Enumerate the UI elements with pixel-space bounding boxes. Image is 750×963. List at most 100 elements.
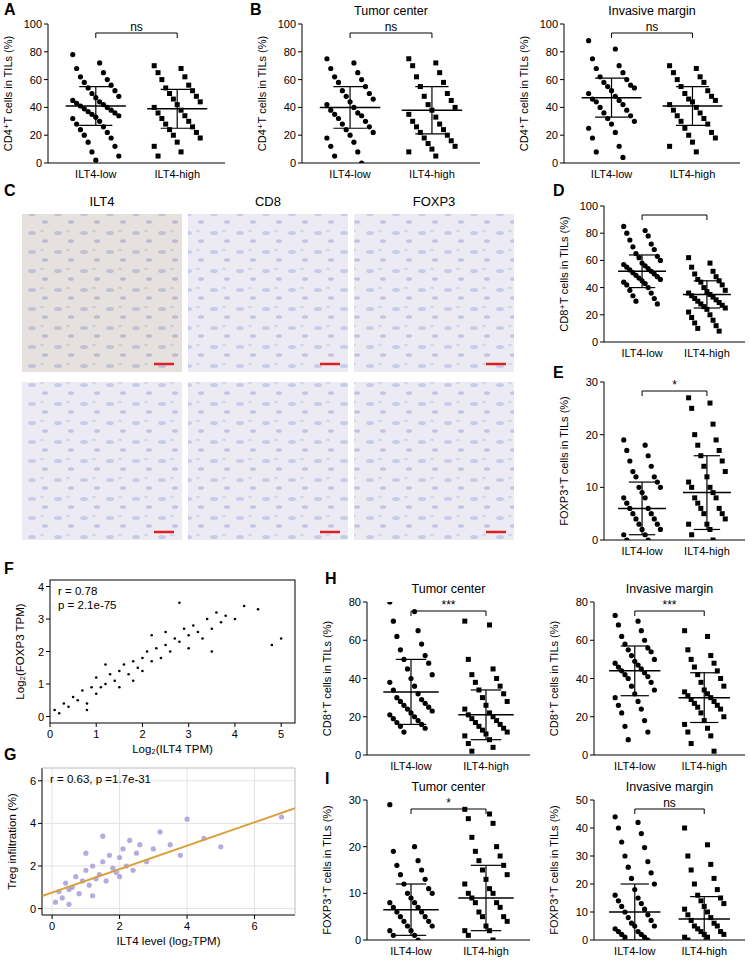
point xyxy=(629,653,634,658)
marks xyxy=(320,56,462,163)
fit-line xyxy=(42,808,295,896)
point xyxy=(105,130,110,135)
point xyxy=(675,113,680,118)
scatter-plot: 02460246r = 0.63, p =1.7e-31ILT4 level (… xyxy=(6,768,295,947)
point xyxy=(363,119,368,124)
y-axis xyxy=(302,24,303,163)
point xyxy=(505,730,510,735)
point xyxy=(636,485,641,490)
point xyxy=(721,684,726,689)
point xyxy=(590,56,595,61)
point xyxy=(692,320,697,325)
point xyxy=(613,814,618,819)
x-tick-label: 2 xyxy=(139,728,145,740)
x-tick xyxy=(96,723,97,727)
point xyxy=(629,684,634,689)
y-axis xyxy=(564,24,565,163)
sd-cap xyxy=(621,883,649,884)
panel-label: H xyxy=(325,570,337,587)
x-tick xyxy=(254,915,255,919)
point xyxy=(112,144,117,149)
image-title: CD8 xyxy=(255,194,281,209)
point xyxy=(164,644,167,647)
sd-bar xyxy=(410,659,411,724)
y-tick xyxy=(46,619,50,620)
point xyxy=(355,149,360,154)
point xyxy=(95,676,98,679)
point xyxy=(627,237,632,242)
point xyxy=(642,845,647,850)
point xyxy=(686,522,691,527)
y-tick xyxy=(600,260,604,261)
point xyxy=(655,479,660,484)
point xyxy=(709,130,714,135)
point xyxy=(53,900,58,905)
point xyxy=(186,119,191,124)
point xyxy=(401,703,406,708)
point xyxy=(83,851,88,856)
point xyxy=(705,842,710,847)
sd-bar xyxy=(704,673,705,723)
point xyxy=(692,495,697,500)
point xyxy=(53,709,56,712)
marks xyxy=(383,802,513,940)
point xyxy=(498,684,503,689)
y-grid xyxy=(42,866,295,867)
point xyxy=(711,318,716,323)
point xyxy=(187,634,190,637)
point xyxy=(609,121,614,126)
ihc-image xyxy=(354,214,514,372)
x-tick xyxy=(50,723,51,727)
point xyxy=(405,891,410,896)
point xyxy=(90,686,93,689)
sd-cap xyxy=(629,481,655,482)
y-tick xyxy=(560,107,564,108)
point xyxy=(192,624,195,627)
x-tick xyxy=(281,723,282,727)
point xyxy=(667,63,672,68)
y-tick-label: 50 xyxy=(576,794,588,806)
point xyxy=(159,77,164,82)
point xyxy=(621,532,626,537)
x-tick-label: 6 xyxy=(251,920,257,932)
point xyxy=(649,680,654,685)
point xyxy=(78,127,83,132)
point xyxy=(620,70,625,75)
y-tick xyxy=(44,24,48,25)
range-right xyxy=(295,768,296,915)
sd-cap xyxy=(629,287,655,288)
point xyxy=(633,474,638,479)
point xyxy=(412,684,417,689)
point xyxy=(90,893,95,898)
point xyxy=(83,868,88,873)
point xyxy=(328,66,333,71)
y-tick-label: 80 xyxy=(576,596,588,608)
point xyxy=(462,928,467,933)
y-tick-label: 20 xyxy=(576,878,588,890)
point xyxy=(652,657,657,662)
point xyxy=(430,891,435,896)
dot-plot: 01020304050ILT4-lowILT4-highFOXP3⁺T cell… xyxy=(548,780,745,957)
y-tick-label: 0 xyxy=(355,934,361,946)
y-tick xyxy=(363,640,367,641)
point xyxy=(682,826,687,831)
point xyxy=(698,506,703,511)
point xyxy=(686,395,691,400)
point xyxy=(630,244,635,249)
y-tick xyxy=(298,51,302,52)
dot-plot: 020406080100ILT4-lowILT4-highCD8⁺T cells… xyxy=(558,200,745,359)
x-axis-label: Log₂(ILT4 TPM) xyxy=(132,743,213,755)
y-axis-label: Treg infiltration (%) xyxy=(6,793,18,890)
point xyxy=(175,140,180,145)
point xyxy=(698,710,703,715)
point xyxy=(412,714,417,719)
marks xyxy=(609,814,730,940)
scatter-plot: 01234501234r = 0.78p = 2.1e-75Log₂(ILT4 … xyxy=(14,580,295,755)
point xyxy=(685,938,690,941)
point xyxy=(707,485,712,490)
point xyxy=(639,831,644,836)
ihc-tint xyxy=(22,382,182,540)
point xyxy=(426,705,431,710)
point xyxy=(89,91,94,96)
point xyxy=(711,269,716,274)
